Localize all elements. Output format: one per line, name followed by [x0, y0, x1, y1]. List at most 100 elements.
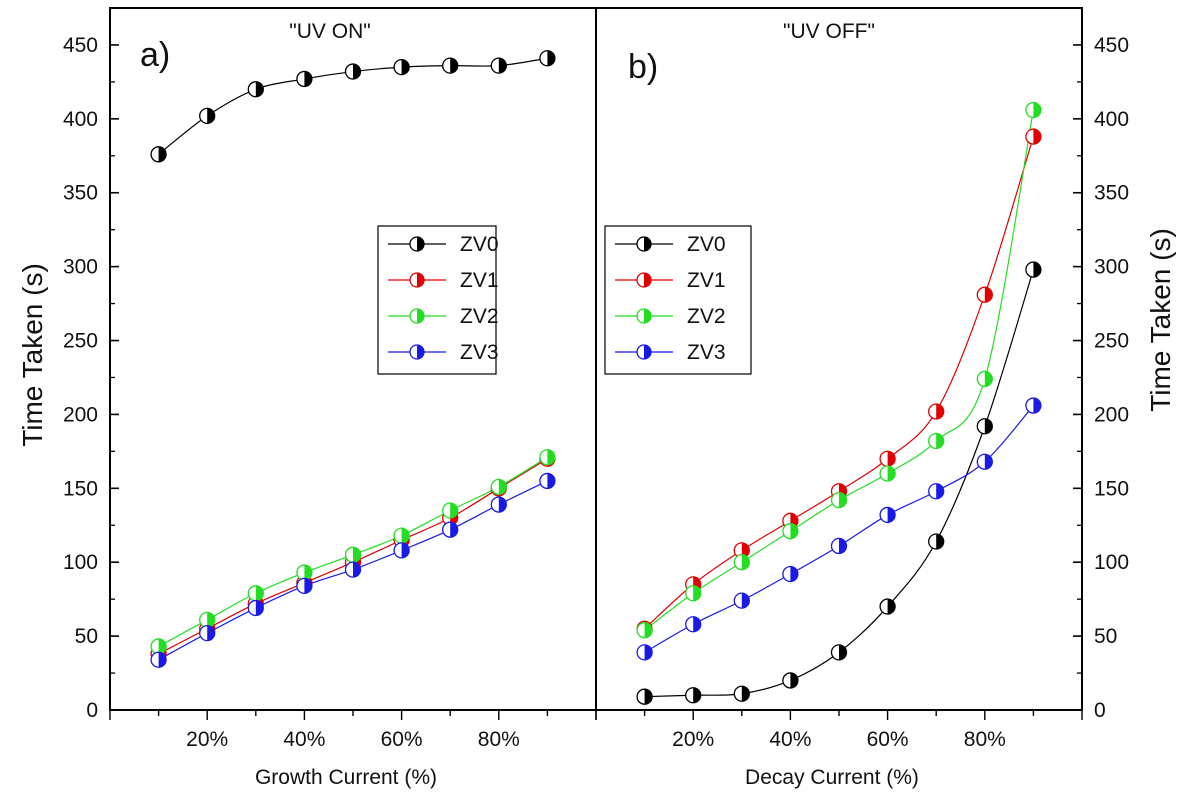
x-tick-label-a-1: 40% [283, 728, 325, 751]
legend-marker-a-ZV1-outline [409, 272, 425, 288]
point-b-ZV2-5 [879, 465, 896, 482]
point-b-ZV0-0 [636, 688, 653, 705]
point-a-ZV3-4 [344, 561, 362, 578]
point-b-ZV2-0-outline [636, 622, 653, 639]
plot-layer: 0 50 100 150 200 250 300 350 400 450 20% 40% 60% 80% a… [63, 7, 1129, 751]
point-a-ZV0-2-outline [247, 81, 264, 98]
point-b-ZV0-7-fill [984, 418, 993, 434]
y-tick-label-b-7: 350 [1094, 182, 1129, 205]
point-b-ZV3-5 [879, 506, 896, 524]
point-b-ZV3-0-outline [636, 644, 653, 661]
legend-marker-a-ZV2-fill [417, 309, 424, 323]
point-b-ZV3-6-outline [928, 483, 945, 500]
point-a-ZV3-6-fill [450, 522, 458, 538]
point-b-ZV3-7-outline [976, 453, 993, 470]
legend-marker-b-ZV1 [636, 272, 652, 288]
y-tick-label-a-8: 400 [63, 108, 98, 131]
point-b-ZV3-1-outline [685, 616, 702, 633]
point-a-ZV0-4-fill [353, 64, 361, 80]
legend-marker-b-ZV0 [636, 236, 652, 252]
legend-marker-b-ZV3 [636, 344, 652, 360]
point-a-ZV3-2 [247, 599, 264, 617]
x-tick-label-b-0: 20% [672, 728, 714, 751]
point-a-ZV0-4 [344, 63, 362, 80]
legend-box-a [377, 225, 497, 375]
point-b-ZV2-3-outline [782, 523, 799, 540]
point-a-ZV2-2-fill [255, 585, 264, 601]
point-b-ZV2-7 [976, 370, 993, 388]
point-b-ZV0-4-outline [830, 644, 848, 661]
point-a-ZV3-5-outline [393, 542, 410, 559]
point-a-ZV3-5-fill [401, 542, 410, 558]
point-b-ZV1-7 [976, 286, 993, 303]
point-b-ZV3-5-fill [887, 507, 896, 523]
point-a-ZV3-1 [199, 624, 216, 642]
point-a-ZV0-0-outline [150, 146, 167, 163]
panel-title-a: "UV ON" [289, 20, 370, 43]
point-b-ZV2-6 [928, 432, 945, 450]
point-b-ZV3-1 [685, 616, 702, 633]
point-a-ZV0-1-outline [199, 107, 216, 125]
series-line-b-ZV1 [644, 136, 1034, 630]
panel-title-b: "UV OFF" [783, 20, 875, 43]
y-axis-title-left: Time Taken (s) [17, 263, 48, 447]
point-b-ZV0-3-outline [782, 672, 799, 689]
point-b-ZV0-1-outline [685, 687, 702, 704]
point-a-ZV3-8 [539, 472, 556, 490]
y-tick-label-b-1: 50 [1094, 625, 1117, 648]
x-tick-label-a-0: 20% [186, 728, 228, 751]
point-a-ZV0-7-outline [490, 57, 507, 74]
y-tick-label-a-6: 300 [63, 256, 98, 279]
y-tick-label-b-3: 150 [1094, 477, 1129, 500]
legend-marker-a-ZV3 [409, 344, 425, 360]
point-b-ZV1-8 [1025, 128, 1042, 145]
point-b-ZV2-4-fill [839, 492, 847, 508]
point-b-ZV2-5-outline [879, 465, 896, 482]
point-b-ZV0-4-fill [839, 644, 847, 660]
point-b-ZV0-6-outline [928, 533, 945, 550]
point-a-ZV0-6 [442, 57, 459, 74]
point-a-ZV2-4-fill [353, 547, 361, 563]
point-b-ZV1-6 [928, 403, 945, 420]
point-a-ZV0-0 [150, 146, 167, 163]
series-line-b-ZV2 [644, 109, 1034, 631]
point-b-ZV0-3 [782, 672, 799, 689]
legend-marker-a-ZV0 [409, 236, 425, 252]
point-a-ZV0-6-outline [442, 57, 459, 74]
point-a-ZV0-0-fill [158, 146, 167, 162]
legend-marker-a-ZV3-outline [409, 344, 425, 360]
point-b-ZV3-2 [733, 592, 750, 609]
point-a-ZV2-0 [150, 638, 167, 655]
point-b-ZV2-1-fill [693, 585, 701, 601]
x-tick-label-b-3: 80% [964, 728, 1006, 751]
point-a-ZV0-1 [199, 107, 216, 125]
legend-label-b-ZV0: ZV0 [687, 233, 726, 256]
point-b-ZV0-2-outline [733, 685, 750, 702]
panel-label-b: b) [628, 48, 658, 86]
point-b-ZV2-4-outline [830, 491, 848, 509]
point-b-ZV3-8 [1025, 397, 1042, 414]
legend-marker-a-ZV1 [409, 272, 425, 288]
point-a-ZV0-5-fill [401, 59, 410, 75]
point-a-ZV2-8 [539, 449, 556, 466]
point-a-ZV0-2-fill [255, 81, 264, 97]
point-a-ZV3-7-outline [490, 496, 507, 513]
point-a-ZV3-6-outline [442, 521, 459, 538]
point-b-ZV0-5-outline [879, 598, 896, 615]
point-a-ZV0-1-fill [207, 108, 215, 124]
point-a-ZV0-6-fill [450, 58, 458, 74]
point-a-ZV0-3-outline [296, 70, 313, 88]
point-b-ZV2-8-outline [1025, 101, 1042, 119]
point-b-ZV1-5 [879, 450, 896, 467]
legend-label-a-ZV3: ZV3 [460, 341, 499, 364]
point-b-ZV0-8-fill [1033, 262, 1041, 278]
point-b-ZV2-7-fill [984, 371, 993, 387]
point-b-ZV3-0-fill [644, 644, 653, 660]
legend-marker-b-ZV0-outline [636, 236, 652, 252]
point-b-ZV1-7-outline [976, 286, 993, 303]
point-b-ZV1-7-fill [984, 287, 993, 303]
point-a-ZV3-6 [442, 521, 459, 538]
point-b-ZV0-5-fill [887, 599, 896, 615]
legend-marker-b-ZV3-outline [636, 344, 652, 360]
legend-label-a-ZV0: ZV0 [460, 233, 499, 256]
